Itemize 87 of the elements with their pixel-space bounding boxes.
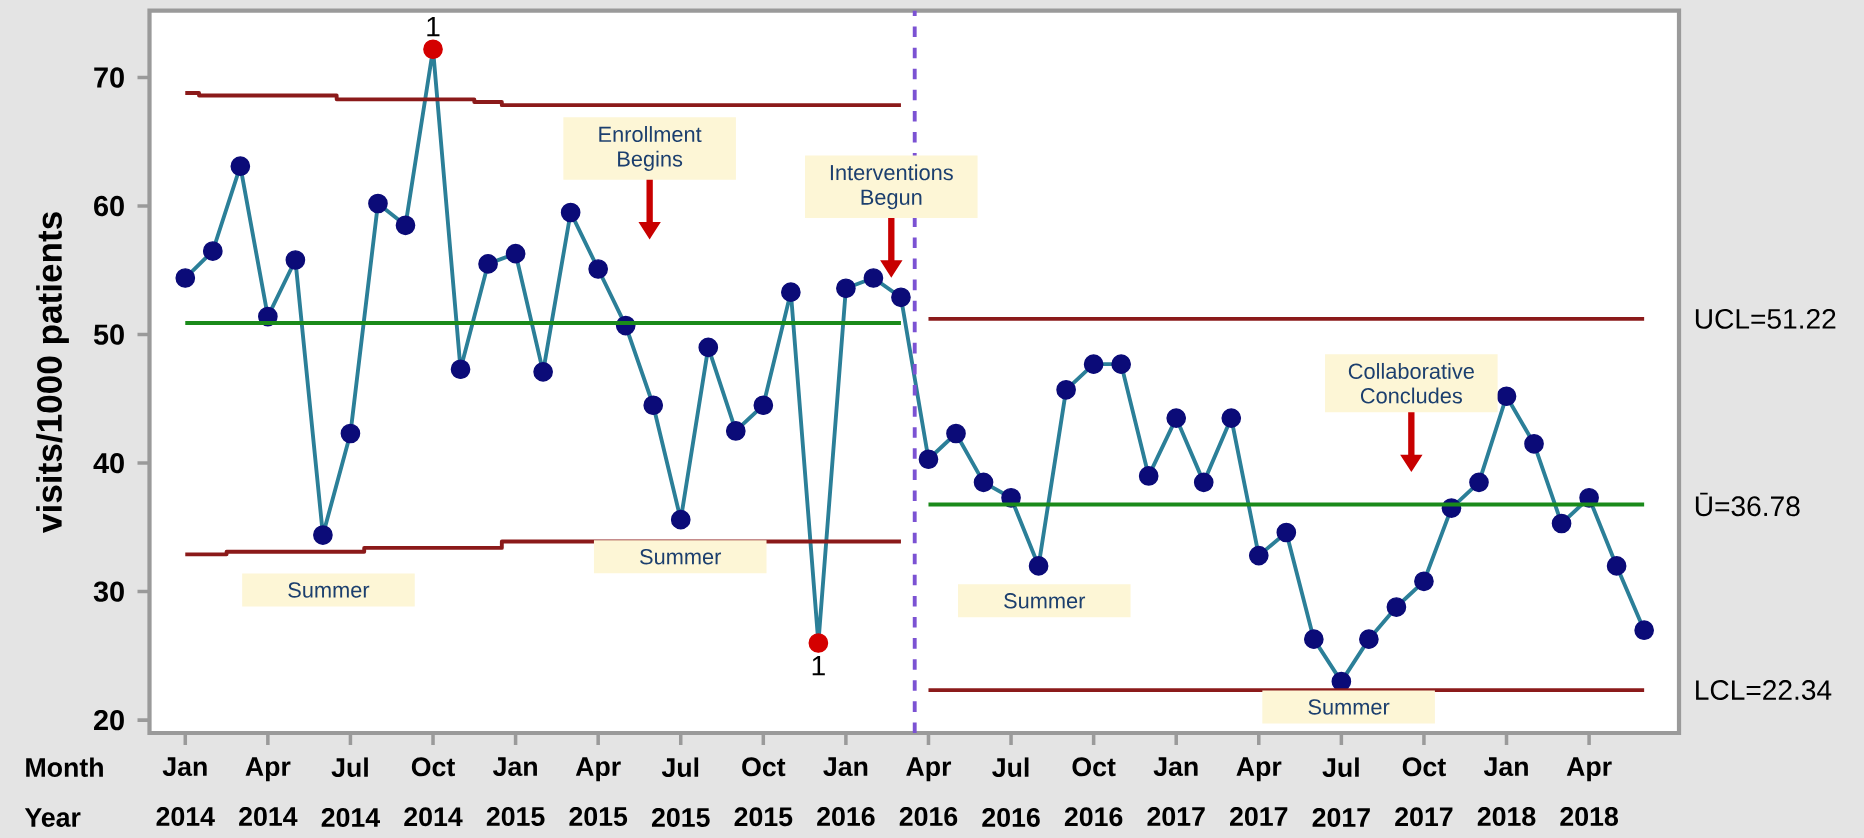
y-tick-label: 20 bbox=[94, 709, 124, 731]
point bbox=[863, 268, 884, 288]
series-label: Ū=36.78 bbox=[1695, 492, 1800, 517]
series-label: UCL=51.22 bbox=[1695, 308, 1836, 329]
point bbox=[891, 287, 911, 308]
text: Month bbox=[26, 757, 103, 778]
x-tick-label: Jul 2016 bbox=[982, 757, 1040, 827]
x-tick-label: Jan 2018 bbox=[1477, 757, 1536, 826]
x-tick-label: Oct 2016 bbox=[1064, 757, 1123, 827]
point bbox=[1276, 522, 1297, 543]
point bbox=[1028, 556, 1049, 576]
point bbox=[560, 202, 581, 223]
point bbox=[725, 421, 746, 441]
x-tick-label: Apr 2015 bbox=[569, 757, 628, 826]
x-tick-label: Jul 2017 bbox=[1312, 757, 1370, 827]
annotation: Summer bbox=[288, 582, 370, 598]
point bbox=[1166, 408, 1187, 428]
point bbox=[1469, 472, 1489, 493]
point bbox=[1221, 408, 1242, 428]
point bbox=[423, 39, 443, 60]
point bbox=[808, 633, 829, 653]
x-tick-label: Jan 2017 bbox=[1147, 757, 1205, 826]
point bbox=[946, 423, 966, 444]
x-tick-label: Oct 2017 bbox=[1395, 757, 1453, 827]
point bbox=[1248, 545, 1269, 566]
point bbox=[230, 156, 251, 177]
point bbox=[1634, 620, 1654, 641]
x-tick-label: Apr 2016 bbox=[899, 757, 958, 826]
point bbox=[175, 268, 196, 288]
x-tick-label: Apr 2014 bbox=[239, 757, 298, 826]
x-tick-label: Jul 2015 bbox=[651, 757, 710, 827]
point bbox=[670, 509, 691, 530]
y-tick-label: 60 bbox=[94, 195, 124, 217]
point bbox=[643, 395, 664, 416]
point bbox=[1414, 571, 1434, 592]
y-axis-title: visits/1000 patients bbox=[36, 212, 69, 533]
point bbox=[588, 259, 609, 279]
point bbox=[780, 282, 801, 302]
point bbox=[340, 423, 361, 444]
annotation: 1 bbox=[427, 16, 440, 37]
point bbox=[1138, 466, 1159, 486]
x-tick-label: Jan 2015 bbox=[486, 757, 545, 826]
annotation: Collaborative Concludes bbox=[1348, 362, 1474, 404]
point bbox=[368, 193, 388, 214]
point bbox=[1111, 354, 1131, 374]
x-tick-label: Apr 2018 bbox=[1560, 757, 1618, 826]
annotation: Enrollment Begins bbox=[599, 126, 702, 171]
point bbox=[478, 254, 498, 274]
series-label: LCL=22.34 bbox=[1696, 680, 1832, 701]
annotation: Interventions Begun bbox=[830, 164, 953, 210]
point bbox=[698, 337, 719, 358]
y-tick-label: 50 bbox=[93, 324, 124, 345]
x-tick-label: Oct 2014 bbox=[404, 757, 463, 827]
point bbox=[1193, 472, 1214, 493]
point bbox=[1083, 354, 1104, 374]
annotation: 1 bbox=[812, 656, 825, 676]
point bbox=[753, 395, 774, 416]
annotation: Summer bbox=[1004, 593, 1086, 609]
annotation: Summer bbox=[640, 549, 722, 565]
point bbox=[1303, 629, 1324, 650]
text: Year bbox=[24, 808, 81, 827]
point bbox=[313, 525, 333, 545]
x-tick-label: Jan 2014 bbox=[156, 757, 215, 826]
x-tick-label: Jul 2014 bbox=[321, 757, 380, 827]
point bbox=[1056, 379, 1076, 400]
point bbox=[1359, 629, 1379, 650]
point bbox=[1496, 386, 1517, 407]
point bbox=[1551, 513, 1572, 534]
point bbox=[395, 215, 416, 236]
point bbox=[1606, 556, 1627, 576]
y-tick-label: 40 bbox=[93, 452, 124, 474]
point bbox=[918, 449, 939, 470]
x-tick-label: Jan 2016 bbox=[817, 757, 875, 826]
y-tick-label: 70 bbox=[94, 67, 124, 88]
point bbox=[285, 250, 306, 270]
point bbox=[973, 472, 994, 493]
point bbox=[1524, 433, 1544, 454]
y-tick-label: 30 bbox=[93, 581, 124, 602]
point bbox=[836, 278, 856, 299]
point bbox=[505, 243, 526, 264]
point bbox=[202, 241, 223, 261]
point bbox=[450, 359, 471, 380]
point bbox=[1386, 597, 1407, 617]
annotation: Summer bbox=[1308, 699, 1390, 715]
x-tick-label: Apr 2017 bbox=[1230, 757, 1288, 826]
point bbox=[533, 361, 553, 382]
x-tick-label: Oct 2015 bbox=[734, 757, 793, 827]
